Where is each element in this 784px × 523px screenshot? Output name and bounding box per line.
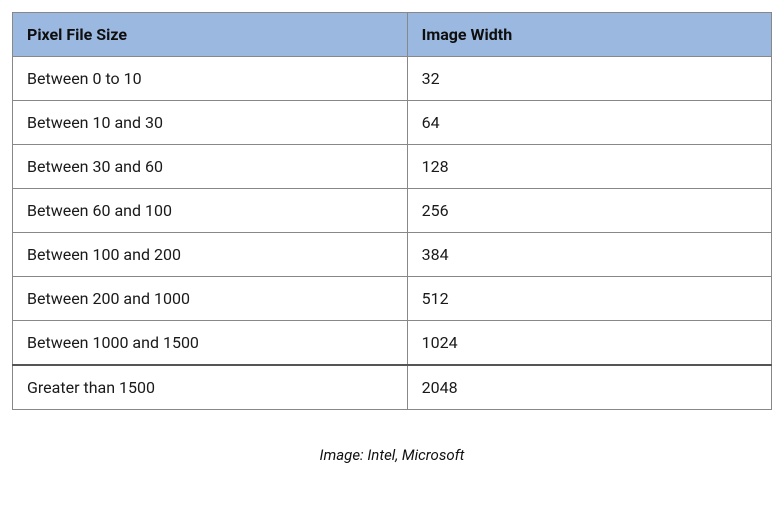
table-row: Between 200 and 1000 512: [13, 277, 772, 321]
pixel-size-table: Pixel File Size Image Width Between 0 to…: [12, 12, 772, 410]
image-caption: Image: Intel, Microsoft: [12, 446, 772, 464]
table-row: Between 0 to 10 32: [13, 57, 772, 101]
col-header-pixel-file-size: Pixel File Size: [13, 13, 408, 57]
cell-pixel-file-size: Between 100 and 200: [13, 233, 408, 277]
cell-image-width: 256: [407, 189, 771, 233]
cell-pixel-file-size: Between 60 and 100: [13, 189, 408, 233]
cell-image-width: 384: [407, 233, 771, 277]
table-row: Between 100 and 200 384: [13, 233, 772, 277]
cell-image-width: 128: [407, 145, 771, 189]
table-row: Between 60 and 100 256: [13, 189, 772, 233]
table-row: Between 10 and 30 64: [13, 101, 772, 145]
table-row: Between 30 and 60 128: [13, 145, 772, 189]
cell-pixel-file-size: Between 200 and 1000: [13, 277, 408, 321]
table-row: Between 1000 and 1500 1024: [13, 321, 772, 366]
cell-image-width: 2048: [407, 365, 771, 410]
col-header-image-width: Image Width: [407, 13, 771, 57]
cell-pixel-file-size: Between 0 to 10: [13, 57, 408, 101]
table-row: Greater than 1500 2048: [13, 365, 772, 410]
cell-pixel-file-size: Between 30 and 60: [13, 145, 408, 189]
cell-image-width: 1024: [407, 321, 771, 366]
cell-pixel-file-size: Between 10 and 30: [13, 101, 408, 145]
cell-pixel-file-size: Between 1000 and 1500: [13, 321, 408, 366]
table-header-row: Pixel File Size Image Width: [13, 13, 772, 57]
cell-image-width: 32: [407, 57, 771, 101]
cell-image-width: 512: [407, 277, 771, 321]
cell-image-width: 64: [407, 101, 771, 145]
cell-pixel-file-size: Greater than 1500: [13, 365, 408, 410]
